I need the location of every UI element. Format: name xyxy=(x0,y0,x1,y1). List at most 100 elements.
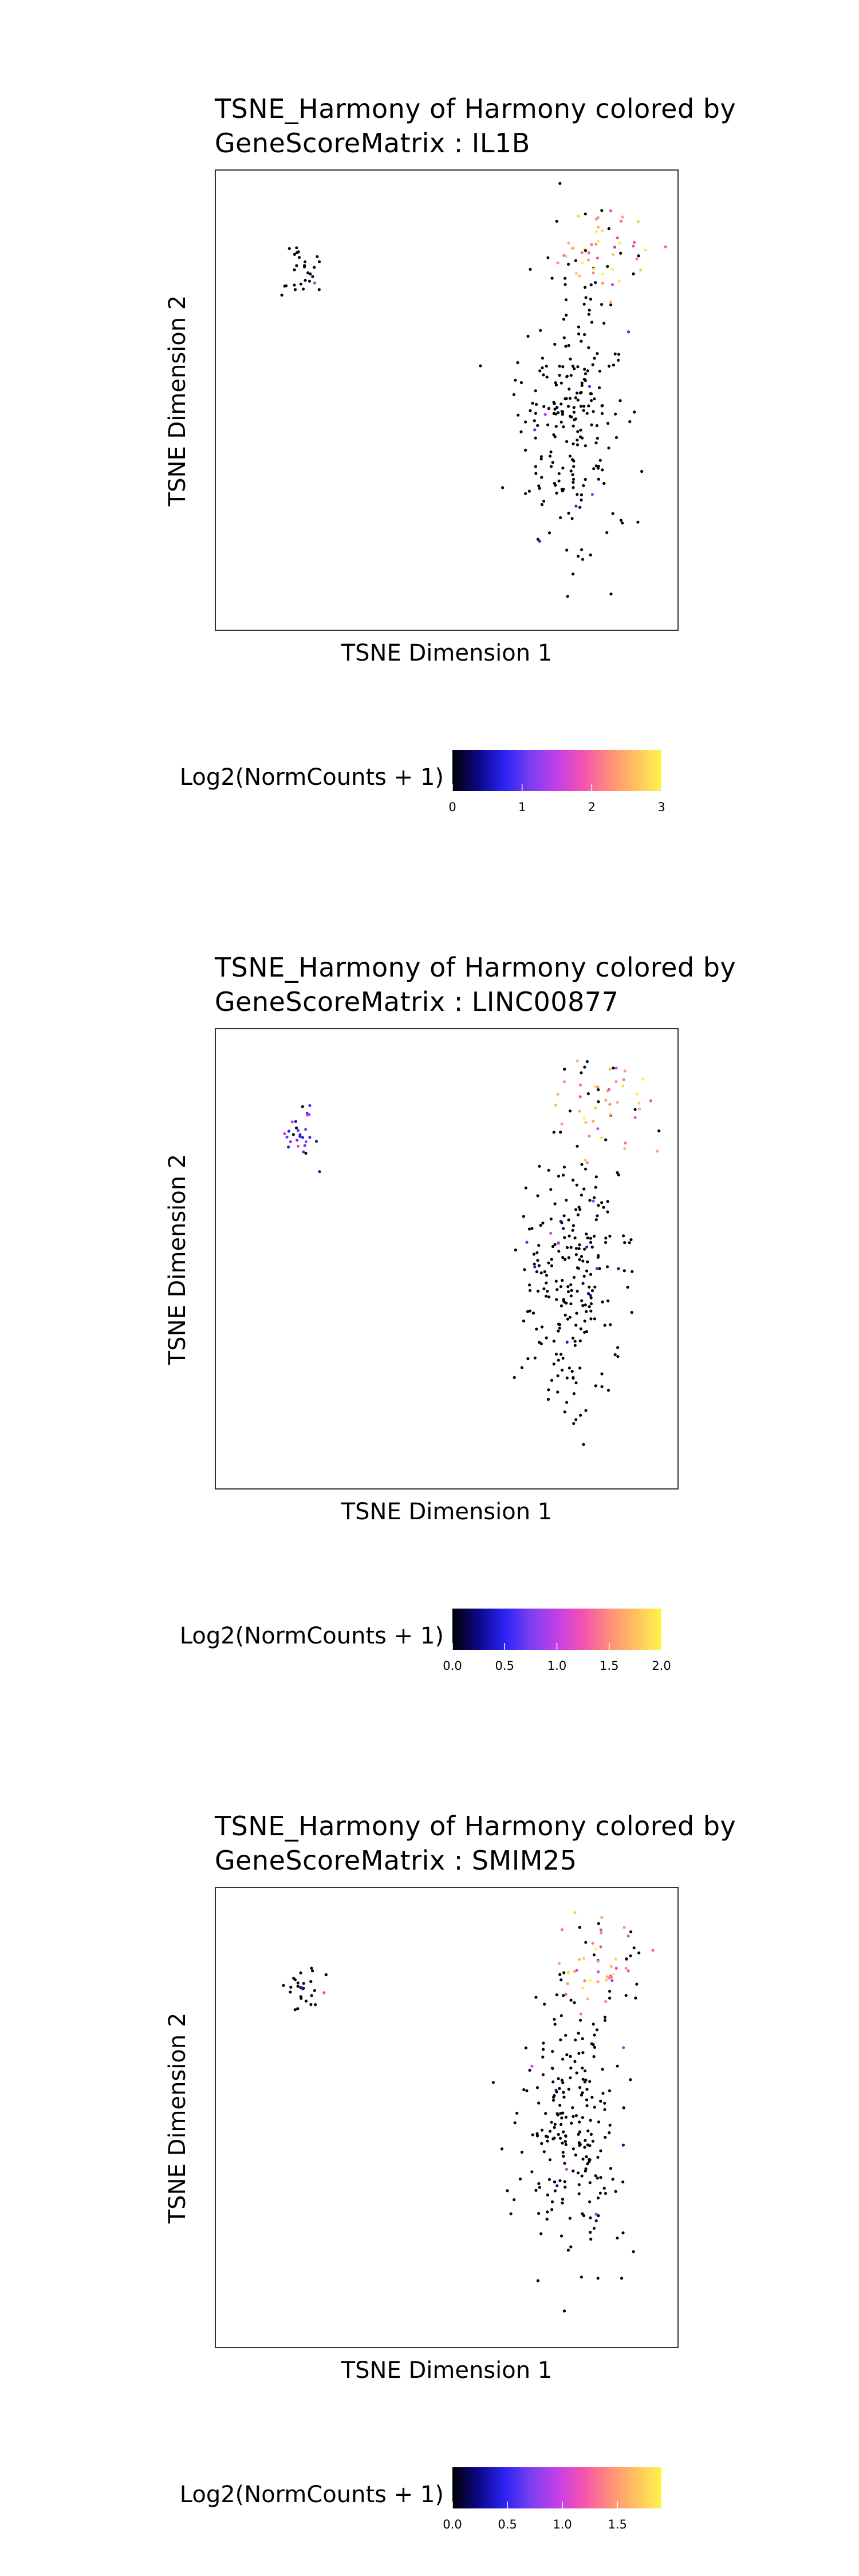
cell-point xyxy=(584,2139,587,2142)
cell-point xyxy=(555,2184,559,2187)
cell-point xyxy=(577,2052,581,2055)
cell-point xyxy=(588,2181,592,2184)
cell-point xyxy=(621,1085,625,1088)
cell-point xyxy=(590,1246,594,1249)
cell-point xyxy=(538,539,541,543)
cell-point xyxy=(546,2193,550,2196)
cell-point xyxy=(578,2130,582,2134)
cell-point xyxy=(562,1971,566,1974)
cell-point xyxy=(564,2115,568,2119)
cell-point xyxy=(296,1985,300,1988)
cell-point xyxy=(555,406,559,409)
colorbar xyxy=(452,750,661,791)
cell-point xyxy=(562,425,565,429)
cell-point xyxy=(608,1068,612,1071)
cell-point xyxy=(541,357,545,360)
cell-point xyxy=(616,1171,619,1175)
cell-point xyxy=(613,246,616,249)
cell-point xyxy=(565,548,569,552)
cell-point xyxy=(309,272,312,276)
cell-point xyxy=(566,405,570,408)
cell-point xyxy=(637,1101,641,1105)
cell-point xyxy=(561,2201,564,2204)
cell-point xyxy=(559,420,563,424)
cell-point xyxy=(601,1300,604,1303)
cell-point xyxy=(578,274,581,278)
cell-point xyxy=(309,2003,313,2006)
cell-point xyxy=(598,459,602,462)
cell-point xyxy=(557,472,561,476)
cell-point xyxy=(534,412,538,415)
cell-point xyxy=(555,2090,558,2093)
cell-point xyxy=(572,486,575,489)
cell-point xyxy=(620,2277,624,2280)
cell-point xyxy=(297,1144,300,1148)
cell-point xyxy=(558,1323,562,1326)
cell-point xyxy=(606,1089,609,1093)
cell-point xyxy=(546,2139,549,2143)
cell-point xyxy=(592,467,596,471)
cell-point xyxy=(599,2099,602,2103)
cell-point xyxy=(299,282,302,286)
cell-point xyxy=(568,397,572,400)
cell-point xyxy=(598,369,601,373)
cell-point xyxy=(629,1930,633,1934)
cell-point xyxy=(573,367,576,370)
cell-point xyxy=(593,2033,596,2037)
cell-point xyxy=(309,1980,313,1984)
cell-point xyxy=(535,1251,539,1254)
cell-point xyxy=(589,553,592,557)
cell-point xyxy=(558,1973,562,1976)
cell-point xyxy=(572,477,576,481)
cell-point xyxy=(614,1066,618,1070)
cell-point xyxy=(586,1092,590,1096)
cell-point xyxy=(578,1258,581,1262)
cell-point xyxy=(596,437,599,440)
cell-point xyxy=(602,1206,605,1209)
cell-point xyxy=(572,424,575,428)
cell-point xyxy=(602,2187,606,2190)
cell-point xyxy=(597,1204,600,1207)
cell-point xyxy=(526,1357,530,1361)
cell-point xyxy=(553,2189,557,2192)
cell-point xyxy=(304,1151,308,1155)
cell-point xyxy=(572,1392,576,1396)
cell-point xyxy=(600,1372,604,1376)
colorbar-gradient xyxy=(452,2467,661,2508)
cell-point xyxy=(558,181,562,185)
cell-point xyxy=(611,267,614,271)
cell-point xyxy=(559,2234,564,2238)
cell-point xyxy=(603,1323,606,1327)
cell-point xyxy=(500,2147,504,2151)
cell-point xyxy=(589,1236,592,1240)
cell-point xyxy=(585,1269,589,1273)
cell-point xyxy=(557,2133,560,2136)
cell-point xyxy=(614,1966,618,1970)
cell-point xyxy=(568,1109,572,1113)
cell-point xyxy=(541,1221,545,1225)
cell-point xyxy=(548,455,552,458)
cell-point xyxy=(292,1977,295,1980)
cell-point xyxy=(549,450,553,454)
cell-point xyxy=(651,1949,655,1952)
cell-point xyxy=(574,2038,577,2042)
cell-point xyxy=(638,1107,641,1111)
cell-point xyxy=(595,1267,598,1270)
cell-point xyxy=(577,1267,580,1270)
cell-point xyxy=(608,1234,612,1238)
cell-point xyxy=(297,1129,300,1132)
cell-point xyxy=(597,464,600,468)
cell-point xyxy=(531,401,534,405)
cell-point xyxy=(588,1135,591,1138)
cell-point xyxy=(632,1946,636,1950)
cell-point xyxy=(580,2275,584,2279)
colorbar-ticks: 0.0 0.5 1.0 1.5 xyxy=(443,2518,661,2535)
cell-point xyxy=(600,404,604,408)
cell-point xyxy=(581,2051,585,2055)
cell-point xyxy=(597,1922,600,1925)
cell-point xyxy=(526,334,530,338)
cell-point xyxy=(589,283,593,287)
cell-point xyxy=(569,2067,573,2070)
cell-point xyxy=(609,209,613,212)
cell-point xyxy=(539,457,543,461)
